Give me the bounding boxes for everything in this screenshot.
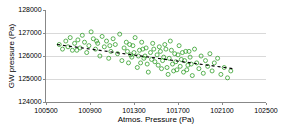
svg-text:100900: 100900 bbox=[78, 107, 101, 114]
svg-text:Atmos. Pressure (Pa): Atmos. Pressure (Pa) bbox=[118, 115, 195, 124]
svg-text:127000: 127000 bbox=[18, 29, 41, 36]
svg-text:GW pressure (Pa): GW pressure (Pa) bbox=[7, 23, 16, 88]
svg-text:101700: 101700 bbox=[166, 107, 189, 114]
svg-text:124000: 124000 bbox=[18, 98, 41, 105]
svg-text:125000: 125000 bbox=[18, 75, 41, 82]
svg-text:102100: 102100 bbox=[210, 107, 233, 114]
svg-text:100500: 100500 bbox=[34, 107, 57, 114]
svg-text:102500: 102500 bbox=[254, 107, 277, 114]
svg-text:126000: 126000 bbox=[18, 52, 41, 59]
svg-text:128000: 128000 bbox=[18, 6, 41, 13]
svg-text:101300: 101300 bbox=[122, 107, 145, 114]
